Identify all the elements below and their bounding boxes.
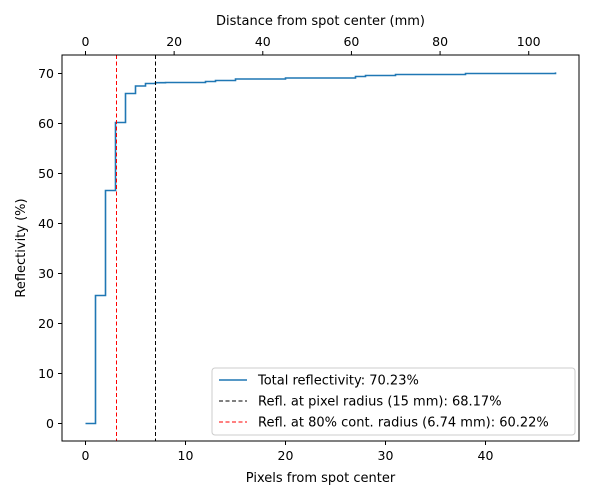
top-axis-label: Distance from spot center (mm) [216,14,425,29]
x-axis-label: Pixels from spot center [246,471,396,486]
legend: Total reflectivity: 70.23% Refl. at pixel… [211,367,576,436]
top-x-tick-label: 0 [82,34,90,49]
x-tick-label: 30 [378,448,394,463]
y-tick-label: 60 [38,116,54,131]
x-tick-label: 20 [278,448,294,463]
top-x-tick-label: 60 [343,34,359,49]
top-x-tick-label: 80 [432,34,448,49]
x-tick-label: 10 [178,448,194,463]
y-tick-label: 10 [38,366,54,381]
y-tick-label: 40 [38,216,54,231]
y-axis-label: Reflectivity (%) [14,198,29,297]
legend-box [211,367,576,436]
top-x-tick-label: 40 [255,34,271,49]
x-tick-label: 40 [478,448,494,463]
plot-content [85,55,557,441]
top-x-tick-label: 100 [517,34,541,49]
y-tick-label: 70 [38,66,54,81]
top-x-tick-label: 20 [166,34,182,49]
legend-label-2: Refl. at 80% cont. radius (6.74 mm): 60.… [258,416,549,431]
y-tick-label: 50 [38,166,54,181]
y-tick-label: 20 [38,316,54,331]
y-tick-label: 0 [46,416,54,431]
axes-ticks: 0 10 20 30 40 0 10 20 30 40 50 60 70 0 20 40 60 80 100 [38,34,541,463]
x-tick-label: 0 [82,448,90,463]
y-tick-label: 30 [38,266,54,281]
legend-label-0: Total reflectivity: 70.23% [257,374,419,389]
legend-label-1: Refl. at pixel radius (15 mm): 68.17% [258,395,502,410]
plot-frame [61,54,580,442]
series-line-0 [85,72,557,425]
